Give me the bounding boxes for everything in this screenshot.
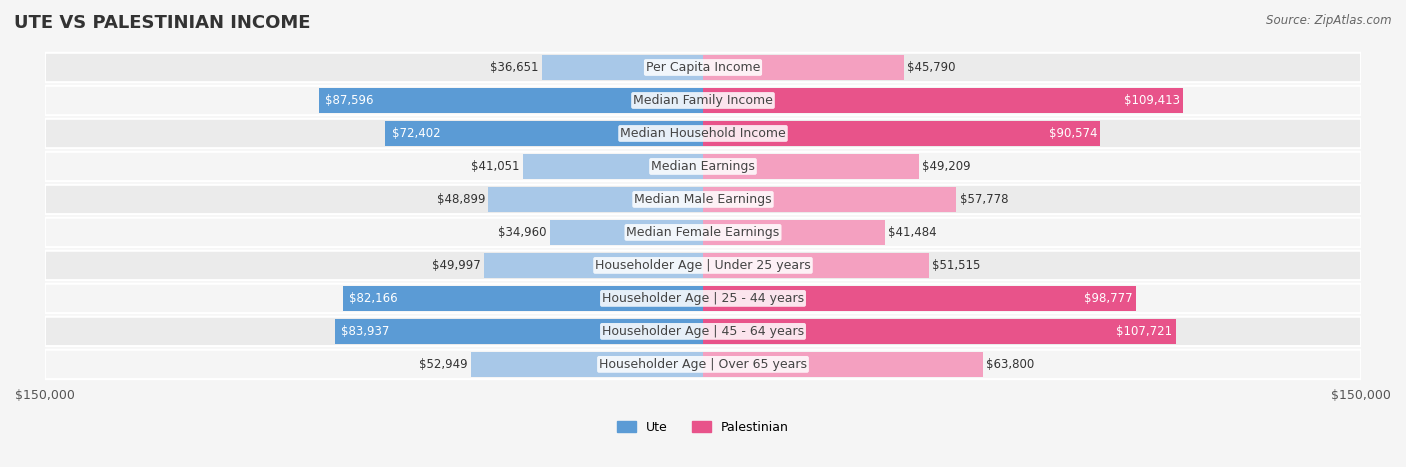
FancyBboxPatch shape	[45, 185, 1361, 214]
Text: $107,721: $107,721	[1116, 325, 1173, 338]
Text: $49,209: $49,209	[922, 160, 970, 173]
Text: $48,899: $48,899	[437, 193, 485, 206]
Bar	[488, 187, 703, 212]
Text: $36,651: $36,651	[491, 61, 538, 74]
Text: Median Household Income: Median Household Income	[620, 127, 786, 140]
Text: Median Male Earnings: Median Male Earnings	[634, 193, 772, 206]
Text: $98,777: $98,777	[1084, 292, 1133, 305]
Bar	[385, 121, 703, 146]
Bar	[471, 352, 703, 377]
Bar	[703, 88, 1182, 113]
Text: Median Female Earnings: Median Female Earnings	[627, 226, 779, 239]
Bar	[343, 286, 703, 311]
Bar	[703, 154, 920, 179]
FancyBboxPatch shape	[45, 86, 1361, 115]
Text: Median Family Income: Median Family Income	[633, 94, 773, 107]
Bar	[703, 286, 1136, 311]
Text: Householder Age | 45 - 64 years: Householder Age | 45 - 64 years	[602, 325, 804, 338]
FancyBboxPatch shape	[45, 218, 1361, 247]
Bar	[543, 55, 703, 80]
Bar	[703, 253, 929, 278]
Text: $49,997: $49,997	[432, 259, 481, 272]
Text: $90,574: $90,574	[1049, 127, 1097, 140]
Bar	[550, 220, 703, 245]
Text: $72,402: $72,402	[392, 127, 440, 140]
Text: $52,949: $52,949	[419, 358, 467, 371]
Bar	[335, 319, 703, 344]
Text: $63,800: $63,800	[986, 358, 1035, 371]
Text: $83,937: $83,937	[342, 325, 389, 338]
Text: UTE VS PALESTINIAN INCOME: UTE VS PALESTINIAN INCOME	[14, 14, 311, 32]
Text: Median Earnings: Median Earnings	[651, 160, 755, 173]
FancyBboxPatch shape	[45, 284, 1361, 313]
Bar	[703, 121, 1101, 146]
Text: $57,778: $57,778	[960, 193, 1008, 206]
Text: $109,413: $109,413	[1123, 94, 1180, 107]
Text: $45,790: $45,790	[907, 61, 956, 74]
Bar	[703, 55, 904, 80]
FancyBboxPatch shape	[45, 350, 1361, 379]
FancyBboxPatch shape	[45, 251, 1361, 280]
FancyBboxPatch shape	[45, 53, 1361, 82]
Text: Householder Age | Over 65 years: Householder Age | Over 65 years	[599, 358, 807, 371]
Bar	[523, 154, 703, 179]
Bar	[703, 220, 884, 245]
Text: $82,166: $82,166	[349, 292, 398, 305]
Bar	[703, 187, 956, 212]
Bar	[703, 319, 1175, 344]
Text: Householder Age | 25 - 44 years: Householder Age | 25 - 44 years	[602, 292, 804, 305]
Text: $51,515: $51,515	[932, 259, 980, 272]
Text: $34,960: $34,960	[498, 226, 547, 239]
Text: Per Capita Income: Per Capita Income	[645, 61, 761, 74]
Text: $87,596: $87,596	[325, 94, 374, 107]
FancyBboxPatch shape	[45, 152, 1361, 181]
Legend: Ute, Palestinian: Ute, Palestinian	[612, 416, 794, 439]
FancyBboxPatch shape	[45, 317, 1361, 346]
Bar	[703, 352, 983, 377]
Bar	[484, 253, 703, 278]
Text: $41,051: $41,051	[471, 160, 520, 173]
Text: $41,484: $41,484	[889, 226, 936, 239]
FancyBboxPatch shape	[45, 119, 1361, 148]
Bar	[319, 88, 703, 113]
Text: Householder Age | Under 25 years: Householder Age | Under 25 years	[595, 259, 811, 272]
Text: Source: ZipAtlas.com: Source: ZipAtlas.com	[1267, 14, 1392, 27]
